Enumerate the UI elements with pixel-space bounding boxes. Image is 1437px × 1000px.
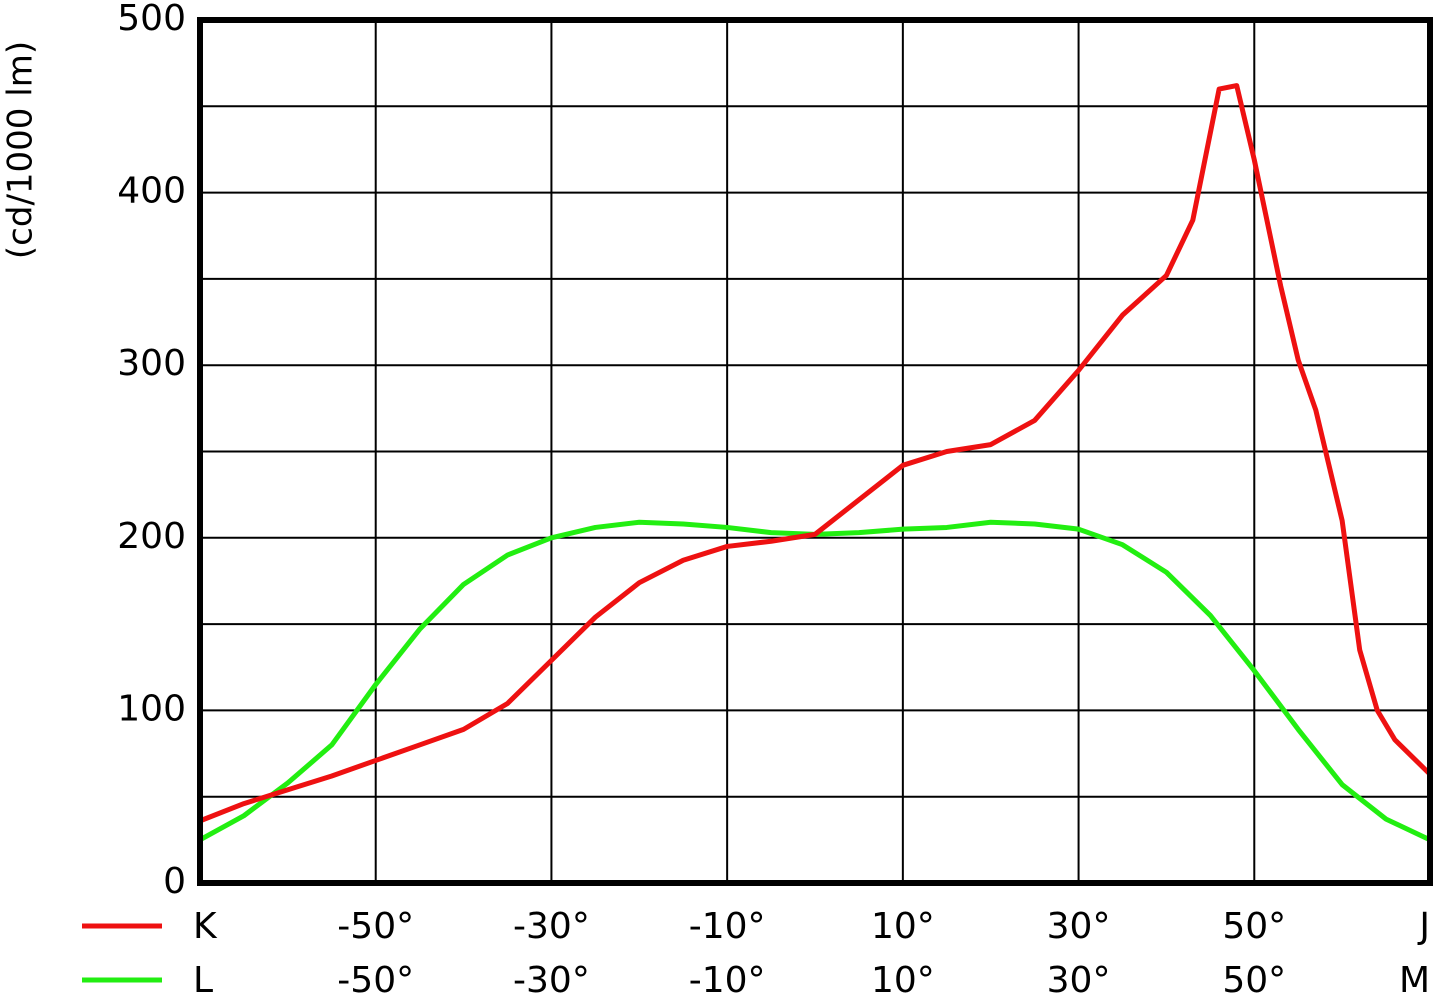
y-tick-label: 500 — [117, 0, 186, 39]
x-tick-label: 10° — [871, 960, 935, 1000]
y-tick-label: 200 — [117, 516, 186, 557]
x-tick-label: M — [1399, 960, 1430, 1000]
data-line — [198, 519, 1432, 843]
x-tick-label: 30° — [1047, 960, 1111, 1000]
legend-label: L — [193, 960, 213, 1000]
y-tick-label: 300 — [117, 343, 186, 384]
plot-frame — [197, 17, 1433, 886]
y-tick-label: 400 — [117, 171, 186, 212]
x-tick-label: 30° — [1047, 906, 1111, 947]
x-tick-label: J — [1417, 906, 1430, 947]
y-axis-title: (cd/1000 lm) — [1, 41, 41, 259]
x-tick-label: -10° — [689, 960, 766, 1000]
x-tick-label: 10° — [871, 906, 935, 947]
x-tick-label: -50° — [337, 906, 414, 947]
x-tick-label: -50° — [337, 960, 414, 1000]
x-tick-label: -30° — [513, 906, 590, 947]
y-tick-label: 100 — [117, 688, 186, 729]
y-tick-label: 0 — [163, 861, 186, 902]
x-tick-label: 50° — [1222, 960, 1286, 1000]
legend-label: K — [193, 906, 218, 947]
x-tick-label: 50° — [1222, 906, 1286, 947]
data-line — [199, 83, 1432, 824]
x-tick-label: -30° — [513, 960, 590, 1000]
x-tick-label: -10° — [689, 906, 766, 947]
